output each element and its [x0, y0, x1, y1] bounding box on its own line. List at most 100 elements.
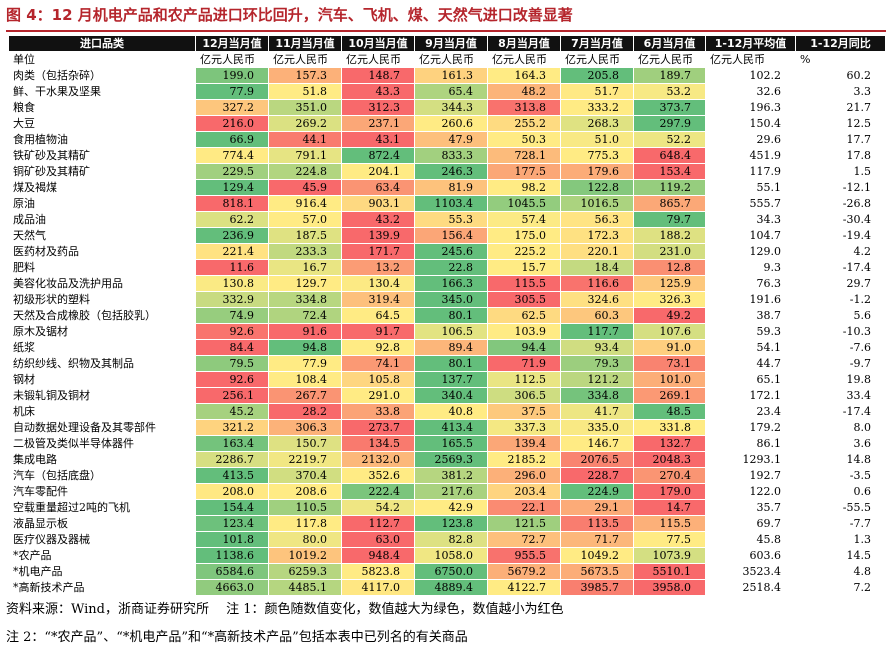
value-cell: 189.7 [633, 67, 706, 84]
value-cell: 296.0 [487, 467, 561, 484]
value-cell: 256.1 [195, 387, 269, 404]
row-label: 钢材 [8, 371, 196, 388]
data-row: 天然及合成橡胶（包括胶乳） 74.9 72.4 64.5 80.1 62.5 60.3 49.… [8, 307, 886, 324]
value-cell: 231.0 [633, 243, 706, 260]
value-cell: 872.4 [341, 147, 415, 164]
value-cell: 8.0 [795, 419, 886, 436]
value-cell: 134.5 [341, 435, 415, 452]
value-cell: 80.0 [268, 531, 342, 548]
value-cell: 15.7 [487, 259, 561, 276]
row-label: 医疗仪器及器械 [8, 531, 196, 548]
value-cell: 305.5 [487, 291, 561, 308]
value-cell: 86.1 [705, 435, 796, 452]
value-cell: 123.4 [195, 515, 269, 532]
title: 图 4：12 月机电产品和农产品进口环比回升，汽车、飞机、煤、天然气进口改善显著 [6, 6, 573, 24]
value-cell: 6750.0 [414, 563, 488, 580]
value-cell: 4663.0 [195, 579, 269, 596]
row-label: *高新技术产品 [8, 579, 196, 596]
value-cell: 4485.1 [268, 579, 342, 596]
value-cell: 74.1 [341, 355, 415, 372]
value-cell: 122.8 [560, 179, 634, 196]
value-cell: 603.6 [705, 547, 796, 564]
data-row: 液晶显示板 123.4 117.8 112.7 123.8 121.5 113.5 115.5… [8, 515, 886, 532]
value-cell: 2569.3 [414, 451, 488, 468]
row-label: 天然及合成橡胶（包括胶乳） [8, 307, 196, 324]
value-cell: 255.2 [487, 115, 561, 132]
data-row: 自动数据处理设备及其零部件 321.2 306.3 273.7 413.4 337.3 33… [8, 419, 886, 436]
value-cell: 130.4 [341, 275, 415, 292]
data-row: 铜矿砂及其精矿 229.5 224.8 204.1 246.3 177.5 179.6 153… [8, 163, 886, 180]
value-cell: 333.2 [560, 99, 634, 116]
value-cell: 104.7 [705, 227, 796, 244]
value-cell: 80.1 [414, 355, 488, 372]
value-cell: 154.4 [195, 499, 269, 516]
value-cell: 45.8 [705, 531, 796, 548]
value-cell: 129.4 [195, 179, 269, 196]
value-cell: 224.8 [268, 163, 342, 180]
value-cell: 132.7 [633, 435, 706, 452]
value-cell: -17.4 [795, 259, 886, 276]
value-cell: 1.5 [795, 163, 886, 180]
unit-cell: 亿元人民币 [341, 51, 415, 68]
value-cell: 3.3 [795, 83, 886, 100]
value-cell: 65.4 [414, 83, 488, 100]
row-label: 原油 [8, 195, 196, 212]
value-cell: 199.0 [195, 67, 269, 84]
value-cell: 122.0 [705, 483, 796, 500]
value-cell: 5823.8 [341, 563, 415, 580]
value-cell: 236.9 [195, 227, 269, 244]
row-label: 天然气 [8, 227, 196, 244]
value-cell: 117.7 [560, 323, 634, 340]
data-row: 二极管及类似半导体器件 163.4 150.7 134.5 165.5 139.4 146.… [8, 435, 886, 452]
value-cell: 107.6 [633, 323, 706, 340]
data-row: *高新技术产品 4663.0 4485.1 4117.0 4889.4 4122.7 398… [8, 579, 886, 596]
value-cell: 192.7 [705, 467, 796, 484]
data-row: 煤及褐煤 129.4 45.9 63.4 81.9 98.2 122.8 119.2 55.1-… [8, 179, 886, 196]
unit-cell: % [795, 51, 886, 68]
value-cell: 33.8 [341, 403, 415, 420]
value-cell: 37.5 [487, 403, 561, 420]
value-cell: -10.3 [795, 323, 886, 340]
value-cell: 94.4 [487, 339, 561, 356]
value-cell: 113.5 [560, 515, 634, 532]
value-cell: 137.7 [414, 371, 488, 388]
value-cell: 71.9 [487, 355, 561, 372]
value-cell: 217.6 [414, 483, 488, 500]
value-cell: 2132.0 [341, 451, 415, 468]
value-cell: 228.7 [560, 467, 634, 484]
value-cell: 44.7 [705, 355, 796, 372]
row-label: 未锻轧铜及铜材 [8, 387, 196, 404]
value-cell: 21.7 [795, 99, 886, 116]
value-cell: 121.5 [487, 515, 561, 532]
row-label: 初级形状的塑料 [8, 291, 196, 308]
value-cell: 6584.6 [195, 563, 269, 580]
value-cell: 5510.1 [633, 563, 706, 580]
value-cell: 38.7 [705, 307, 796, 324]
data-row: 大豆 216.0 269.2 237.1 260.6 255.2 268.3 297.9 150… [8, 115, 886, 132]
unit-cell: 亿元人民币 [268, 51, 342, 68]
data-row: 食用植物油 66.9 44.1 43.1 47.9 50.3 51.0 52.2 29.6 17.… [8, 131, 886, 148]
value-cell: 916.4 [268, 195, 342, 212]
column-header: 6月当月值 [633, 35, 706, 52]
value-cell: 80.1 [414, 307, 488, 324]
value-cell: 4117.0 [341, 579, 415, 596]
value-cell: 205.8 [560, 67, 634, 84]
value-cell: 2286.7 [195, 451, 269, 468]
value-cell: 775.3 [560, 147, 634, 164]
value-cell: 312.3 [341, 99, 415, 116]
value-cell: 297.9 [633, 115, 706, 132]
value-cell: 171.7 [341, 243, 415, 260]
value-cell: 267.7 [268, 387, 342, 404]
data-row: 汽车零配件 208.0 208.6 222.4 217.6 203.4 224.9 179.0… [8, 483, 886, 500]
value-cell: 91.6 [268, 323, 342, 340]
data-row: 肉类（包括杂碎） 199.0 157.3 148.7 161.3 164.3 205.8 18… [8, 67, 886, 84]
data-row: 成品油 62.2 57.0 43.2 55.3 57.4 56.3 79.7 34.3 -30.4 [8, 211, 886, 228]
value-cell: 150.7 [268, 435, 342, 452]
column-header: 1-12月同比 [795, 35, 886, 52]
row-label: 美容化妆品及洗护用品 [8, 275, 196, 292]
value-cell: 45.9 [268, 179, 342, 196]
value-cell: 17.8 [795, 147, 886, 164]
value-cell: 117.9 [705, 163, 796, 180]
value-cell: 72.4 [268, 307, 342, 324]
value-cell: 4122.7 [487, 579, 561, 596]
